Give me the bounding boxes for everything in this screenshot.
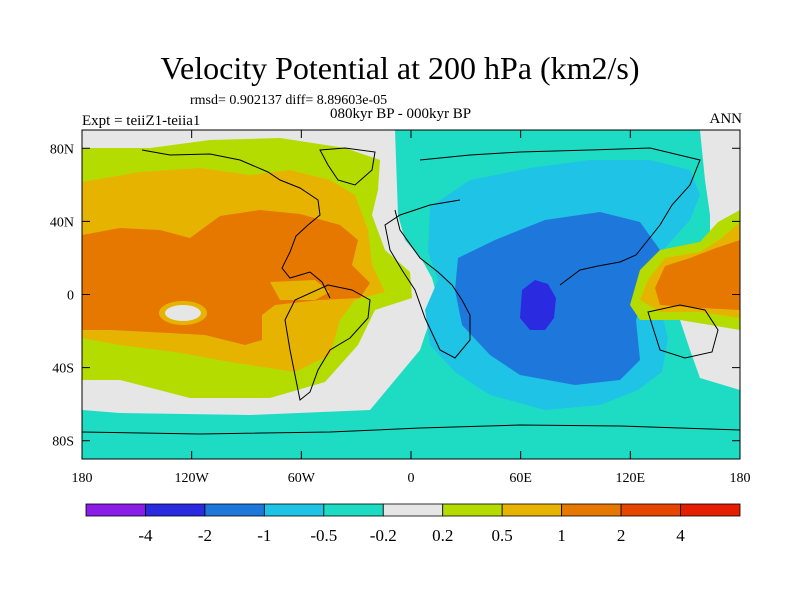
colorbar-label: 0.5 [492,526,513,545]
lat-tick-label: 80S [52,435,74,450]
lon-tick-label: 60W [288,471,316,486]
colorbar-label: -1 [257,526,271,545]
colorbar-label: -0.2 [370,526,397,545]
lon-tick-label: 0 [408,471,415,486]
coastline-north-america [141,149,331,299]
longitude-axis: 180 120W 60W 0 60E 120E 180 [72,130,751,486]
negative-contour-east [455,212,660,385]
stats-line: rmsd= 0.902137 diff= 8.89603e-05 [190,93,388,108]
colorbar-label: 0.2 [432,526,453,545]
map-title: Velocity Potential at 200 hPa (km2/s) [160,50,640,86]
colorbar-label: -0.5 [310,526,337,545]
experiment-line: Expt = teiiZ1-teiia1 [82,113,201,129]
lat-tick-label: 80N [50,142,74,157]
half-contour-west-inner [270,280,330,300]
colorbar-swatch [323,503,384,517]
coastline-greenland [319,147,376,186]
colorbar-label: -4 [138,526,153,545]
colorbar-swatch [680,503,741,517]
strong-negative-contour [520,280,556,330]
colorbar-label: 4 [676,526,685,545]
colorbar-swatch [442,503,503,517]
neutral-band-east-south [680,320,740,390]
colorbar-swatch [263,503,325,517]
colorbar-label: -2 [198,526,212,545]
colorbar-swatch [204,503,265,517]
coastline-eurasia [419,147,701,286]
coastline-antarctica [82,424,740,435]
contour-field [82,130,740,459]
colorbar-swatch [501,503,563,517]
colorbar-swatch [382,503,444,517]
latitude-axis: 80N 40N 0 40S 80S [50,142,740,450]
colorbar-label: 1 [557,526,566,545]
neutral-island-west-inner [165,305,201,321]
lon-tick-label: 120W [175,471,210,486]
colorbar-swatch [145,503,206,517]
colorbar-swatch [561,503,622,517]
coastline-africa-europe [384,199,471,359]
lon-tick-label: 180 [72,471,93,486]
one-contour-west [82,210,370,345]
colorbar-swatch [620,503,681,517]
colorbar-swatch [85,503,146,517]
period-line: 080kyr BP - 000kyr BP [330,106,472,122]
coastline-south-america [284,284,371,401]
season-label: ANN [709,111,743,127]
lat-tick-label: 0 [67,289,74,304]
lat-tick-label: 40S [52,362,74,377]
lon-tick-label: 180 [730,471,751,486]
lat-tick-label: 40N [50,215,74,230]
colorbar: -4 -2 -1 -0.5 -0.2 0.2 0.5 1 2 4 [85,503,741,545]
coastline-australia [647,304,719,359]
colorbar-label: 2 [617,526,626,545]
lon-tick-label: 120E [616,471,646,486]
one-contour-east [655,240,740,310]
coastlines [82,147,740,435]
lon-tick-label: 60E [509,471,532,486]
